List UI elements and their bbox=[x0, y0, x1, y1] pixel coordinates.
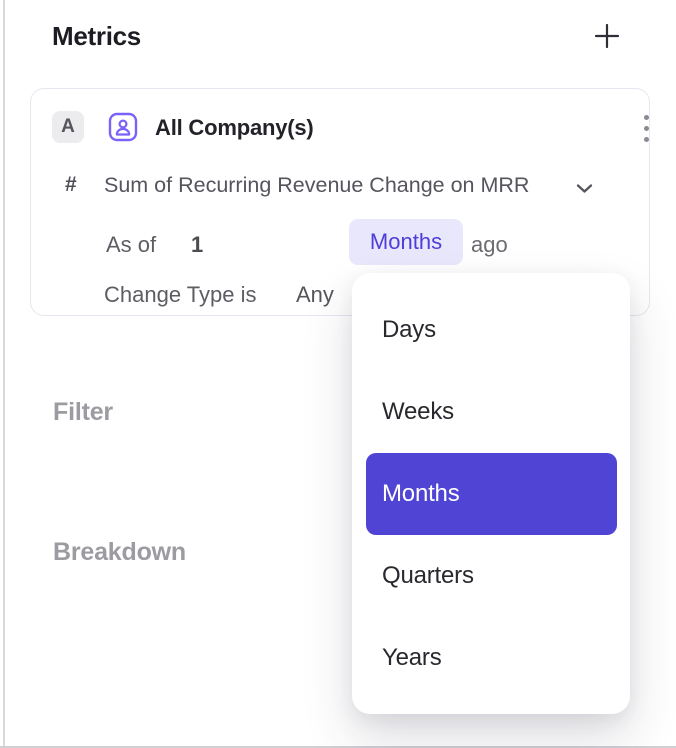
unit-dropdown-menu: Days Weeks Months Quarters Years bbox=[352, 273, 630, 714]
kebab-menu-icon bbox=[643, 114, 649, 120]
panel-bottom-divider bbox=[0, 746, 676, 748]
dropdown-option-days[interactable]: Days bbox=[382, 316, 436, 343]
as-of-unit-selector[interactable]: Months bbox=[349, 219, 463, 265]
dropdown-option-weeks[interactable]: Weeks bbox=[382, 398, 454, 425]
metric-entity-title: All Company(s) bbox=[155, 115, 314, 140]
panel-left-divider bbox=[3, 0, 5, 748]
metric-menu-button[interactable] bbox=[631, 111, 661, 145]
as-of-value-input[interactable]: 1 bbox=[191, 232, 204, 257]
dropdown-option-months[interactable]: Months bbox=[366, 453, 617, 535]
chevron-down-icon[interactable] bbox=[576, 181, 593, 199]
filter-section-label: Filter bbox=[53, 398, 113, 426]
aggregation-type-symbol: # bbox=[65, 173, 77, 196]
metric-field-selector[interactable]: Sum of Recurring Revenue Change on MRR bbox=[104, 173, 530, 197]
plus-icon bbox=[594, 23, 620, 52]
breakdown-section-label: Breakdown bbox=[53, 538, 186, 566]
dropdown-option-years[interactable]: Years bbox=[382, 644, 442, 671]
dropdown-option-quarters[interactable]: Quarters bbox=[382, 562, 474, 589]
change-type-label: Change Type is bbox=[104, 282, 257, 307]
add-metric-button[interactable] bbox=[590, 20, 624, 54]
page-title: Metrics bbox=[52, 21, 141, 51]
metric-letter-badge: A bbox=[52, 111, 84, 143]
as-of-suffix-label: ago bbox=[471, 232, 508, 257]
as-of-label: As of bbox=[106, 232, 157, 257]
change-type-value-selector[interactable]: Any bbox=[296, 282, 334, 307]
person-icon bbox=[108, 112, 138, 142]
